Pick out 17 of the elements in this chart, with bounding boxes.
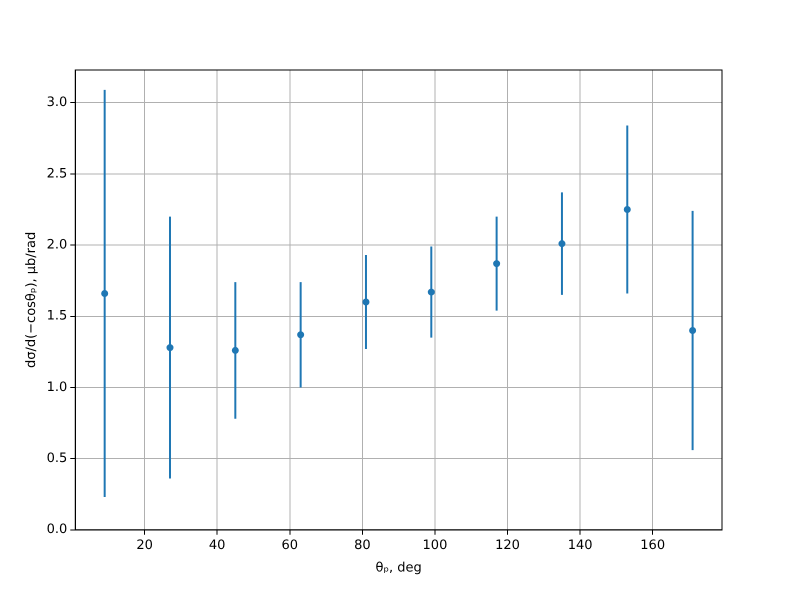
y-tick-label: 0.5: [46, 451, 68, 466]
y-tick-label: 2.0: [46, 237, 68, 252]
x-tick-label: 80: [354, 538, 371, 553]
y-tick-label: 1.5: [46, 308, 68, 324]
x-tick-label: 100: [422, 538, 448, 553]
x-tick-label: 60: [281, 538, 298, 553]
y-axis-title: dσ/d(−cosθₚ), μb/rad: [24, 232, 40, 368]
x-tick-label: 160: [640, 538, 666, 553]
y-tick-label: 2.5: [46, 166, 68, 182]
x-tick-label: 120: [495, 538, 520, 553]
y-tick-label: 3.0: [46, 95, 68, 110]
x-axis-title: θₚ, deg: [375, 560, 422, 576]
y-tick-label: 0.0: [46, 522, 68, 538]
x-tick-label: 140: [568, 538, 593, 553]
x-tick-label: 20: [136, 538, 153, 553]
y-tick-label: 1.0: [46, 380, 68, 395]
x-tick-label: 40: [208, 538, 226, 553]
